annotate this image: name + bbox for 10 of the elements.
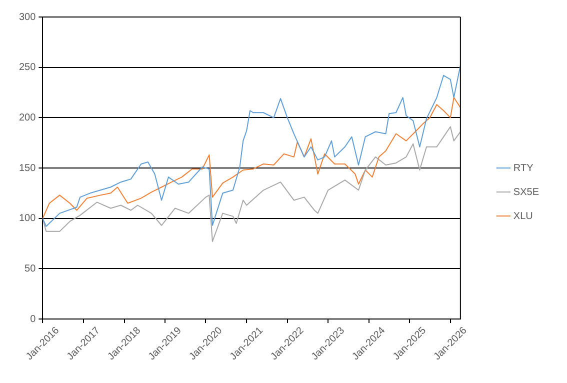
y-tick-label: 100 [18,213,36,224]
legend-label: XLU [513,210,533,222]
y-tick-label: 200 [18,112,36,124]
y-tick-label: 150 [18,162,36,174]
y-tick-label: 50 [24,263,36,274]
y-tick-label: 250 [18,62,36,74]
y-tick-label: 300 [18,12,36,23]
legend-label: RTY [513,162,534,174]
y-tick-label: 0 [30,314,36,325]
legend-label: SX5E [513,186,540,198]
